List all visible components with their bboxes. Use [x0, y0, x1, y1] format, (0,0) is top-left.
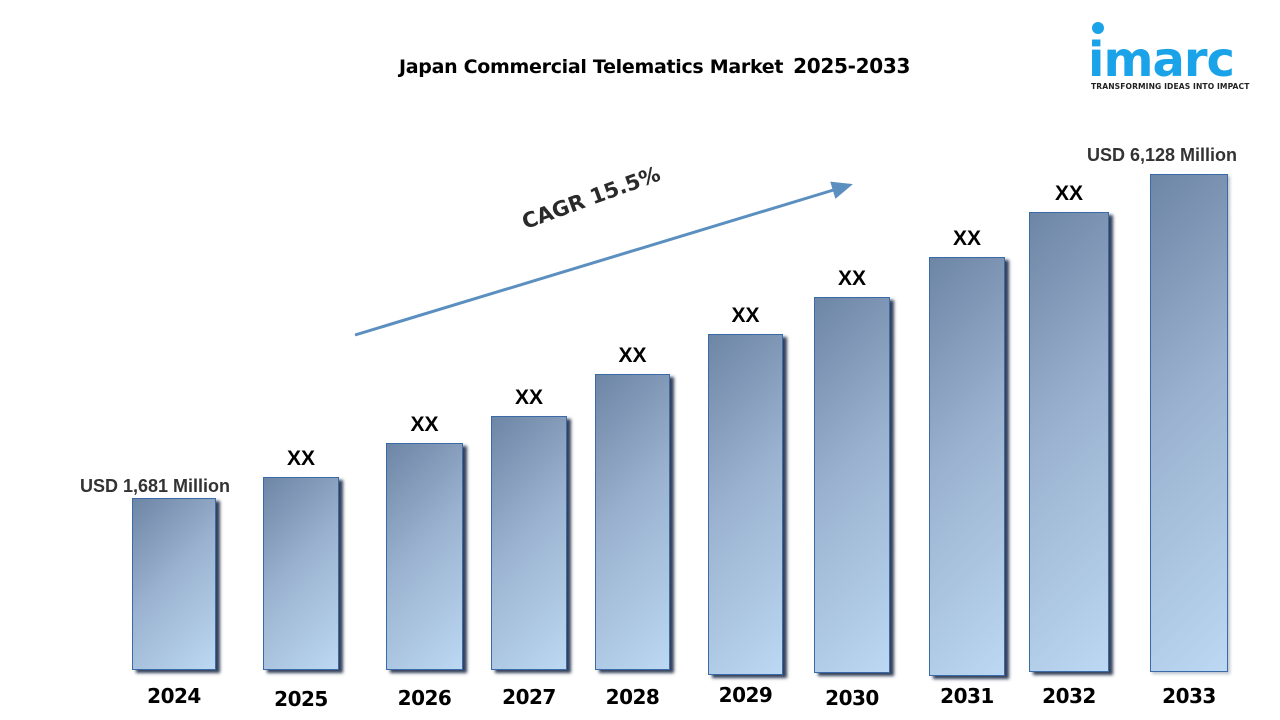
bar-2030: [814, 297, 890, 673]
x-axis-label-2032: 2032: [1042, 684, 1096, 708]
imarc-logo: imarc TRANSFORMING IDEAS INTO IMPACT: [1088, 18, 1263, 96]
x-axis-label-2025: 2025: [274, 687, 328, 711]
x-axis-label-2027: 2027: [502, 685, 556, 709]
bar-2033: [1150, 174, 1228, 672]
x-axis-label-2024: 2024: [147, 684, 201, 708]
x-axis-label-2026: 2026: [397, 686, 452, 710]
logo-wordmark: imarc: [1088, 32, 1235, 88]
bar-value-label: XX: [286, 447, 315, 470]
chart-title: Japan Commercial Telematics Market 2025-2…: [399, 54, 910, 78]
chart-title-years: 2025-2033: [793, 54, 911, 78]
bar-2027: [491, 416, 567, 670]
bar-2024: [132, 498, 216, 670]
bar-value-label: XX: [1054, 182, 1083, 205]
start-value-label: USD 1,681 Million: [80, 476, 231, 496]
logo-dot-icon: [1092, 22, 1104, 34]
bar-value-label: XX: [618, 344, 647, 367]
bar-value-label: XX: [731, 304, 760, 327]
bar-2025: [263, 477, 339, 670]
bar-value-label: XX: [514, 386, 543, 409]
x-axis-label-2029: 2029: [718, 683, 773, 707]
x-axis-label-2033: 2033: [1162, 684, 1216, 708]
end-value-label: USD 6,128 Million: [1087, 145, 1238, 165]
bar-2026: [386, 443, 463, 670]
bar-2028: [595, 374, 670, 670]
bar-value-label: XX: [952, 227, 981, 250]
bar-2031: [929, 257, 1005, 676]
x-axis-label-2030: 2030: [825, 686, 879, 710]
bar-value-label: XX: [837, 267, 866, 290]
logo-tagline: TRANSFORMING IDEAS INTO IMPACT: [1091, 82, 1250, 91]
bar-value-label: XX: [410, 413, 439, 436]
bar-2029: [708, 334, 783, 675]
x-axis-label-2031: 2031: [940, 684, 994, 708]
bar-2032: [1029, 212, 1109, 672]
chart-title-text: Japan Commercial Telematics Market: [399, 56, 784, 78]
x-axis-label-2028: 2028: [605, 685, 660, 709]
